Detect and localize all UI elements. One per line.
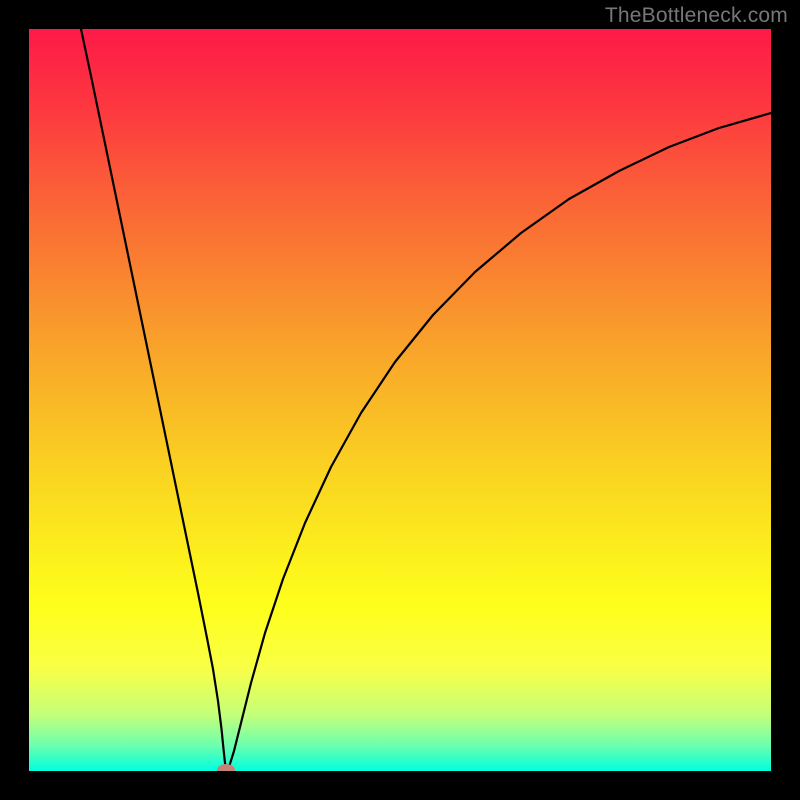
watermark-text: TheBottleneck.com — [605, 4, 788, 28]
curve-layer — [29, 29, 771, 771]
bottleneck-curve — [81, 29, 771, 770]
chart-frame: TheBottleneck.com — [0, 0, 800, 800]
plot-area — [29, 29, 771, 771]
minimum-marker — [217, 764, 235, 771]
